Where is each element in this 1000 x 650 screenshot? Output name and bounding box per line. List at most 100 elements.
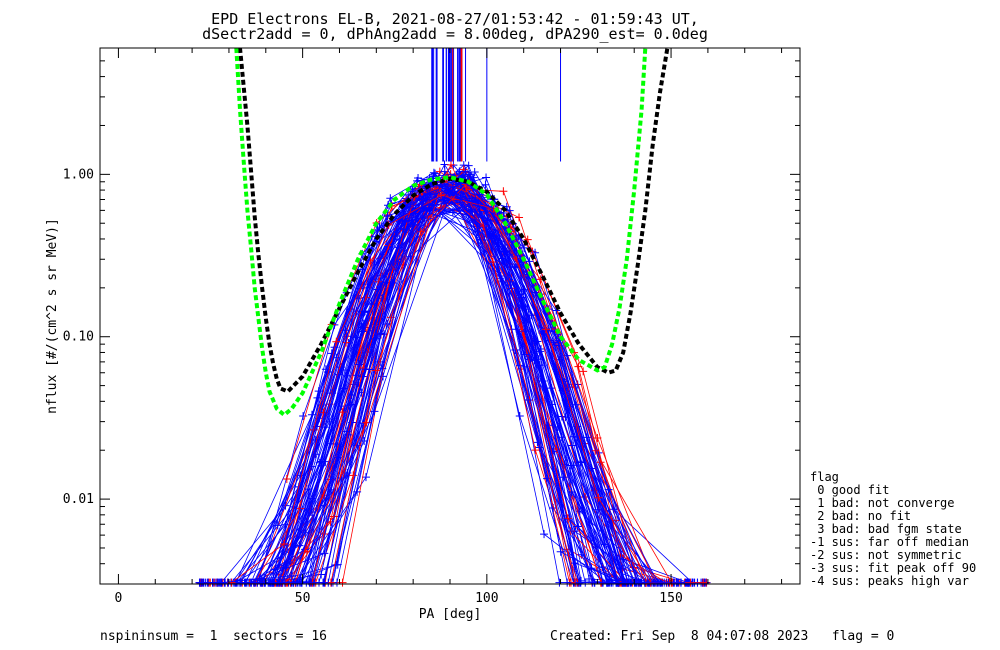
data-point xyxy=(531,446,540,455)
data-point xyxy=(437,191,446,200)
data-point xyxy=(299,412,308,420)
x-tick-label: 100 xyxy=(475,591,498,606)
data-point xyxy=(241,578,250,587)
legend-item: 2 bad: no fit xyxy=(810,509,911,523)
legend-item: -1 sus: far off median xyxy=(810,535,969,549)
profile-trace xyxy=(213,179,659,583)
data-point xyxy=(499,187,508,196)
x-tick-label: 150 xyxy=(659,591,682,606)
data-point xyxy=(594,493,603,502)
data-point xyxy=(464,170,473,179)
legend-item: 3 bad: bad fgm state xyxy=(810,522,962,536)
data-point xyxy=(466,207,475,216)
data-point xyxy=(461,167,470,176)
data-point xyxy=(563,514,572,523)
data-point xyxy=(307,462,316,471)
data-point xyxy=(408,221,417,230)
profile-trace xyxy=(225,186,648,583)
data-point xyxy=(341,326,350,335)
data-point xyxy=(543,474,552,483)
profile-trace xyxy=(281,168,707,583)
data-point xyxy=(361,473,370,482)
data-point xyxy=(481,180,490,189)
data-point xyxy=(640,578,649,587)
data-point xyxy=(208,578,217,587)
data-point xyxy=(357,280,366,289)
fit-curves xyxy=(234,47,670,418)
data-point xyxy=(556,547,565,556)
profile-trace xyxy=(230,196,670,583)
data-point xyxy=(568,441,577,450)
legend-title: flag xyxy=(810,470,839,484)
data-point xyxy=(576,578,585,587)
data-point xyxy=(282,474,291,483)
data-point xyxy=(482,173,491,182)
data-point xyxy=(570,432,579,441)
data-point xyxy=(383,212,392,221)
data-point xyxy=(524,396,533,405)
data-point xyxy=(574,362,583,371)
y-axis: 0.01 0.10 1.00 xyxy=(63,47,800,585)
data-point xyxy=(548,447,557,456)
data-point xyxy=(360,436,369,445)
data-point xyxy=(473,228,482,237)
data-point xyxy=(470,167,479,176)
profile-trace xyxy=(268,171,641,583)
data-point xyxy=(371,334,380,343)
data-point xyxy=(392,228,401,237)
data-point xyxy=(523,235,532,244)
flag-legend: flag 0 good fit 1 bad: not converge 2 ba… xyxy=(810,470,976,588)
data-point xyxy=(604,485,613,494)
data-point xyxy=(528,339,537,348)
data-point xyxy=(313,393,322,402)
footer-right: Created: Fri Sep 8 04:07:08 2023 flag = … xyxy=(550,629,894,644)
y-tick-label: 1.00 xyxy=(63,167,94,182)
data-point xyxy=(593,434,602,443)
data-point xyxy=(279,539,288,548)
legend-item: 1 bad: not converge xyxy=(810,496,955,510)
data-point xyxy=(573,522,582,531)
data-point xyxy=(371,366,380,375)
data-point xyxy=(399,260,408,269)
x-tick-label: 0 xyxy=(115,591,123,606)
data-point xyxy=(327,349,336,358)
data-point xyxy=(518,303,527,312)
x-tick-label: 50 xyxy=(295,591,311,606)
data-point xyxy=(195,578,204,587)
data-point xyxy=(520,350,529,359)
data-point xyxy=(413,176,422,185)
data-point xyxy=(531,248,540,257)
legend-item: -3 sus: fit peak off 90 xyxy=(810,561,976,575)
data-point xyxy=(540,530,549,539)
data-point xyxy=(386,194,395,203)
data-point xyxy=(483,216,492,225)
y-tick-label: 0.01 xyxy=(63,492,94,507)
legend-item: -4 sus: peaks high var xyxy=(810,574,969,588)
data-point xyxy=(342,427,351,436)
data-point xyxy=(464,161,473,170)
fit-curve-black xyxy=(238,47,670,394)
data-point xyxy=(332,337,341,346)
data-point xyxy=(527,353,536,362)
data-point xyxy=(448,208,457,217)
data-point xyxy=(297,578,306,587)
chart-subtitle: dSectr2add = 0, dPhAng2add = 8.00deg, dP… xyxy=(202,25,708,43)
data-point xyxy=(699,578,708,587)
y-tick-label: 0.10 xyxy=(63,330,94,345)
data-point xyxy=(563,578,572,587)
data-point xyxy=(320,549,329,558)
data-point xyxy=(358,327,367,336)
profile-trace xyxy=(219,180,654,583)
data-point xyxy=(515,213,524,222)
y-axis-label: nflux [#/(cm^2 s sr MeV)] xyxy=(45,218,60,414)
footer-left: nspininsum = 1 sectors = 16 xyxy=(100,629,327,644)
data-layer xyxy=(195,48,711,587)
profile-trace xyxy=(245,173,637,583)
x-axis: 0 50 100 150 xyxy=(115,48,783,606)
data-point xyxy=(353,487,362,496)
data-point xyxy=(566,461,575,470)
data-point xyxy=(571,400,580,409)
profile-trace xyxy=(286,184,691,583)
data-point xyxy=(555,578,564,587)
